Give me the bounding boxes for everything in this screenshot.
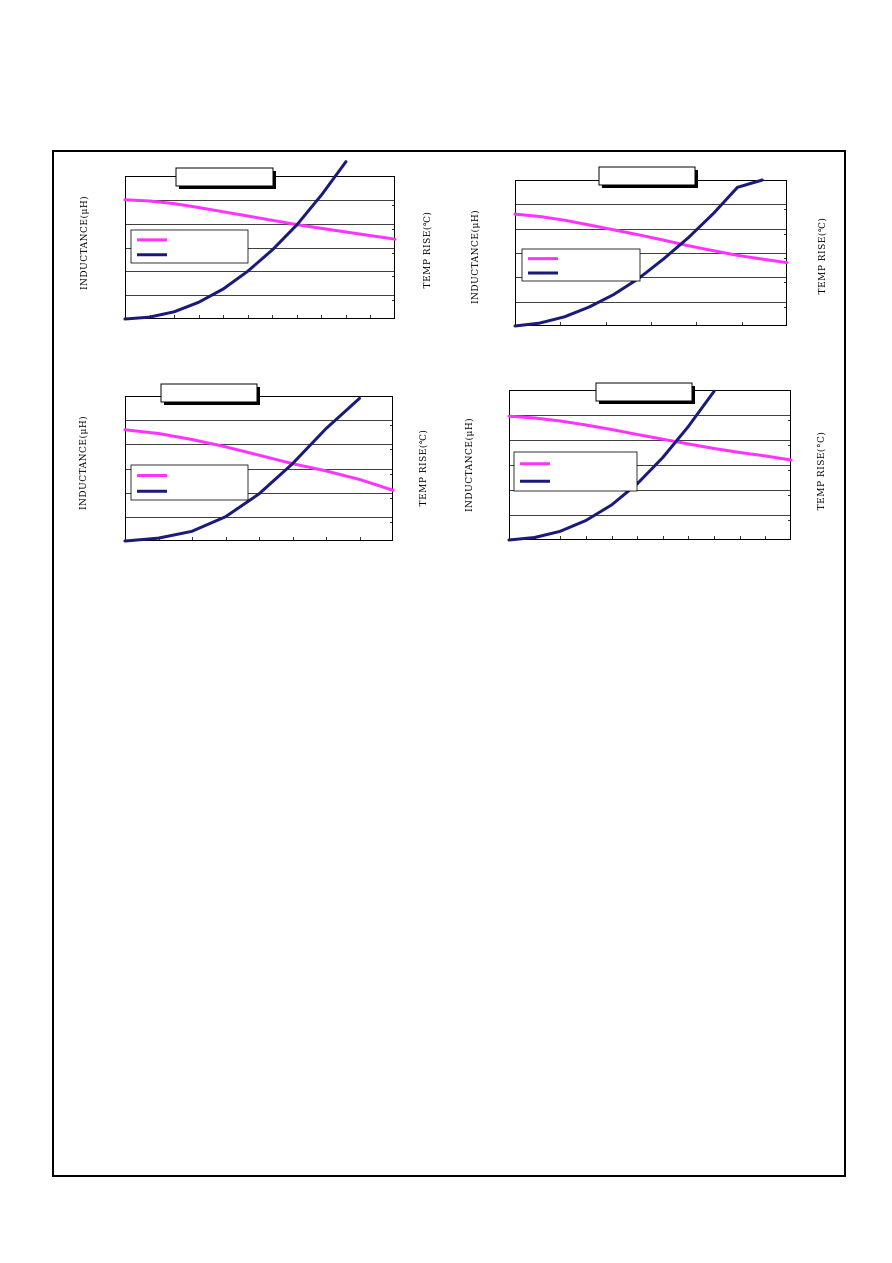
chart-4 — [507, 382, 793, 542]
legend-box — [521, 248, 641, 282]
series-line-inductance — [123, 428, 395, 492]
chart-2-ylabel-left: INDUCTANCE(μH) — [471, 209, 481, 304]
chart-4-ylabel-right: TEMP RISE(°C) — [817, 431, 827, 511]
legend-box — [513, 451, 638, 492]
legend-box — [130, 464, 249, 501]
chart-3-ylabel-right: TEMP RISE(℃) — [419, 429, 429, 507]
chart-2 — [513, 166, 789, 328]
title-box — [595, 382, 693, 402]
chart-3 — [123, 383, 395, 543]
chart-1-ylabel-right: TEMP RISE(℃) — [423, 211, 433, 289]
document-frame — [52, 150, 846, 1177]
chart-1-ylabel-left: INDUCTANCE(μH) — [80, 195, 90, 290]
series-line-inductance — [507, 414, 793, 462]
title-box — [160, 383, 258, 403]
chart-1 — [123, 160, 397, 321]
series-line-temp_rise — [123, 160, 348, 321]
chart-3-ylabel-left: INDUCTANCE(μH) — [79, 415, 89, 510]
chart-2-ylabel-right: TEMP RISE(℃) — [818, 217, 828, 295]
series-line-inductance — [123, 198, 397, 241]
series-line-inductance — [513, 212, 789, 265]
series-line-temp_rise — [123, 396, 361, 543]
series-line-temp_rise — [507, 389, 716, 542]
title-box — [598, 166, 696, 186]
legend-box — [130, 229, 249, 264]
title-box — [175, 167, 274, 187]
chart-4-ylabel-left: INDUCTANCE(μH) — [465, 417, 475, 512]
